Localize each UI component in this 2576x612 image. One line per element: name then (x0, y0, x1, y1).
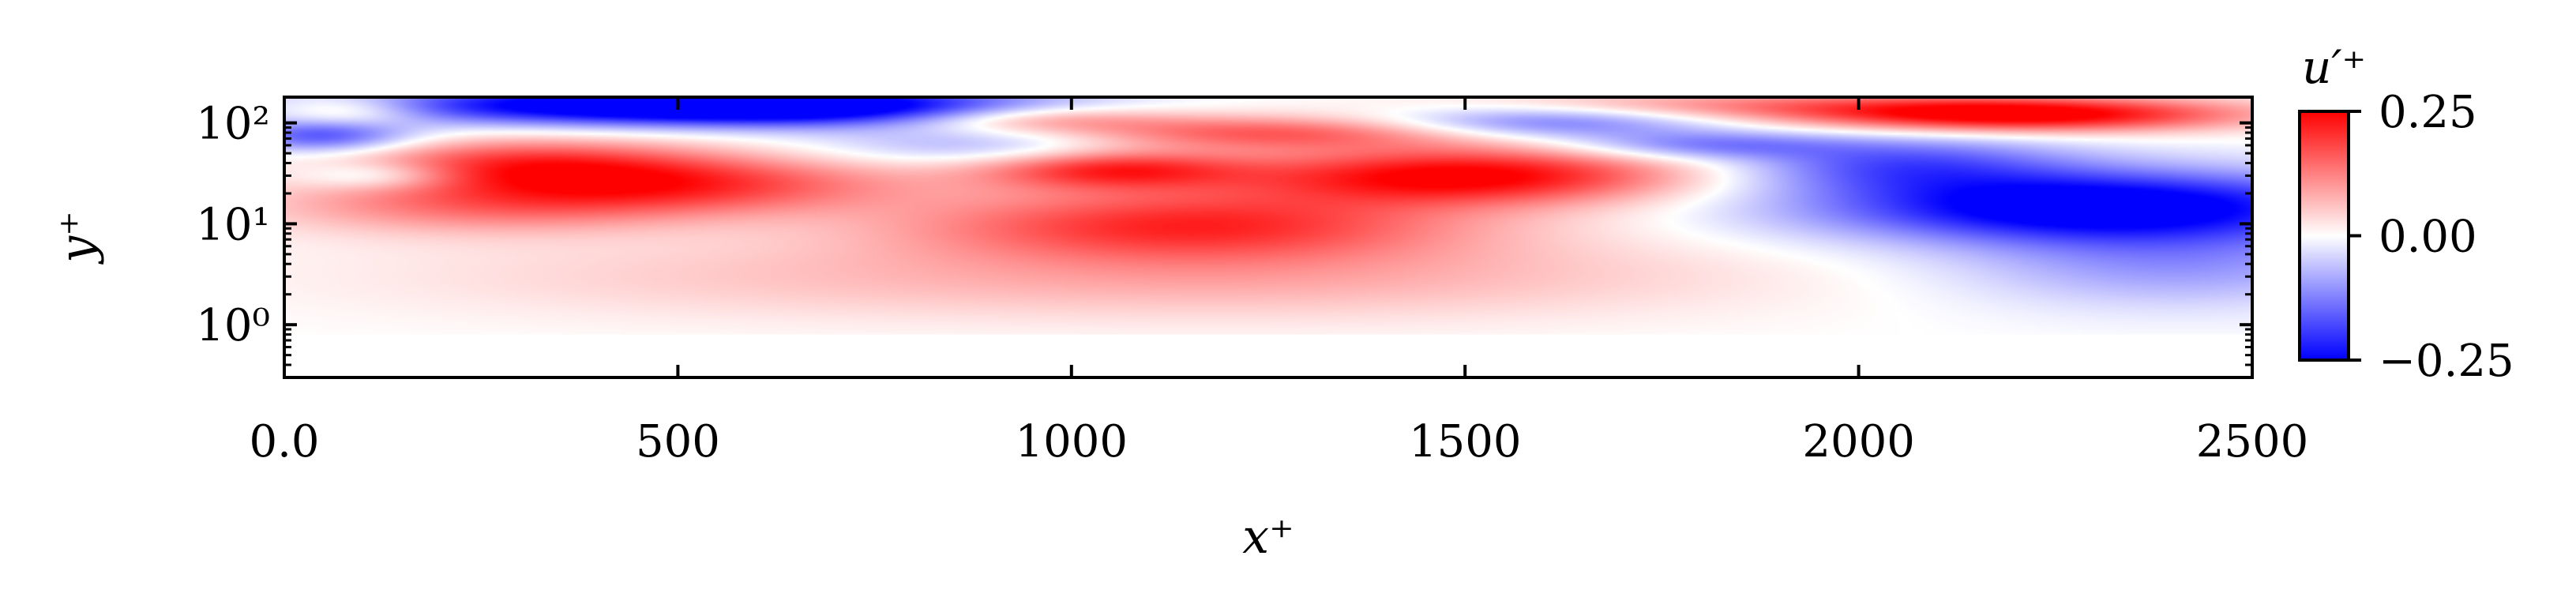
axes-frame (283, 96, 2254, 379)
colorbar-label: u′⁺ (2302, 40, 2366, 94)
x-tick-label: 1000 (1016, 416, 1128, 467)
colorbar-tick-label: 0.25 (2379, 87, 2477, 138)
colorbar-tick-label: 0.00 (2379, 212, 2477, 263)
velocity-field-heatmap (284, 97, 2252, 335)
y-tick-label: 10⁰ (196, 300, 270, 351)
colorbar: 0.25 0.00 −0.25 u′⁺ (2298, 40, 2514, 387)
y-tick-label: 10² (196, 99, 270, 150)
y-tick-label: 10¹ (196, 199, 270, 250)
x-tick-label: 0.0 (249, 416, 319, 467)
x-tick-label: 1500 (1409, 416, 1522, 467)
x-tick-label: 500 (636, 416, 720, 467)
x-tick-label: 2000 (1802, 416, 1915, 467)
plot-area (283, 96, 2254, 379)
x-axis-ticks: 0.0 500 1000 1500 2000 2500 (249, 97, 2308, 467)
x-tick-label: 2500 (2196, 416, 2309, 467)
colorbar-tick-label: −0.25 (2379, 336, 2514, 387)
x-axis-label: x⁺ (1242, 509, 1294, 565)
y-axis-label: y⁺ (50, 211, 105, 265)
y-axis-ticks: 10⁰ 10¹ 10² (196, 99, 2252, 379)
colorbar-gradient (2298, 110, 2350, 362)
colorbar-ticks: 0.25 0.00 −0.25 (2349, 87, 2514, 387)
